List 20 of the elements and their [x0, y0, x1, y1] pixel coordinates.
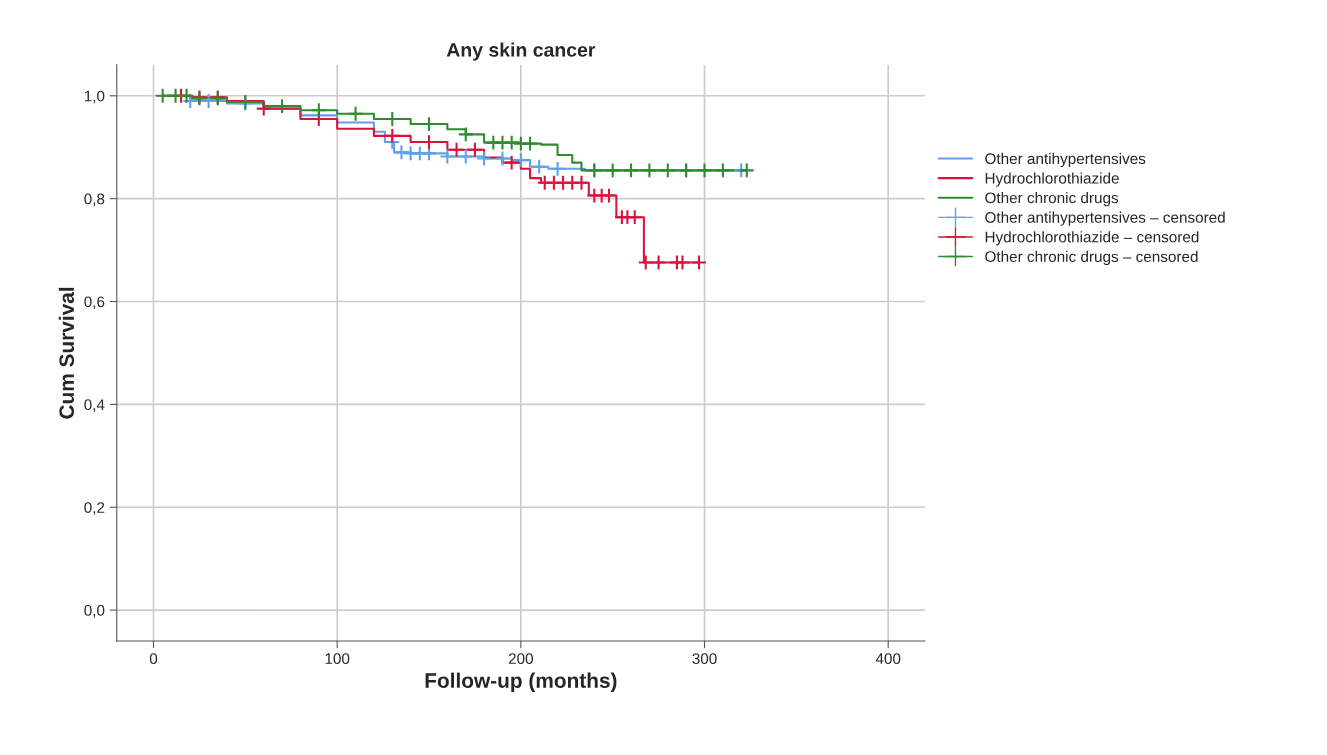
legend-label: Other chronic drugs – censored	[985, 250, 1198, 266]
x-tick-label: 0	[149, 653, 158, 665]
chart-title: Any skin cancer	[446, 42, 596, 61]
y-tick-label: 1,0	[84, 90, 105, 104]
legend-label: Other antihypertensives	[985, 152, 1146, 168]
legend-label: Other chronic drugs	[985, 192, 1119, 207]
x-tick-label: 300	[692, 653, 717, 665]
x-tick-label: 200	[508, 653, 533, 665]
y-axis-title: Cum Survival	[58, 287, 75, 419]
x-axis-title: Follow-up (months)	[425, 672, 617, 693]
y-tick-label: 0,6	[84, 296, 105, 310]
legend-label: Hydrochlorothiazide – censored	[985, 231, 1199, 246]
y-tick-label: 0,0	[84, 605, 105, 618]
y-tick-label: 0,4	[84, 399, 105, 412]
x-tick-label: 400	[875, 653, 901, 665]
y-tick-label: 0,8	[84, 193, 105, 207]
legend-label: Other antihypertensives – censored	[985, 211, 1225, 226]
x-tick-label: 100	[325, 653, 350, 665]
legend-label: Hydrochlorothiazide	[985, 172, 1119, 187]
y-tick-label: 0,2	[84, 502, 105, 515]
